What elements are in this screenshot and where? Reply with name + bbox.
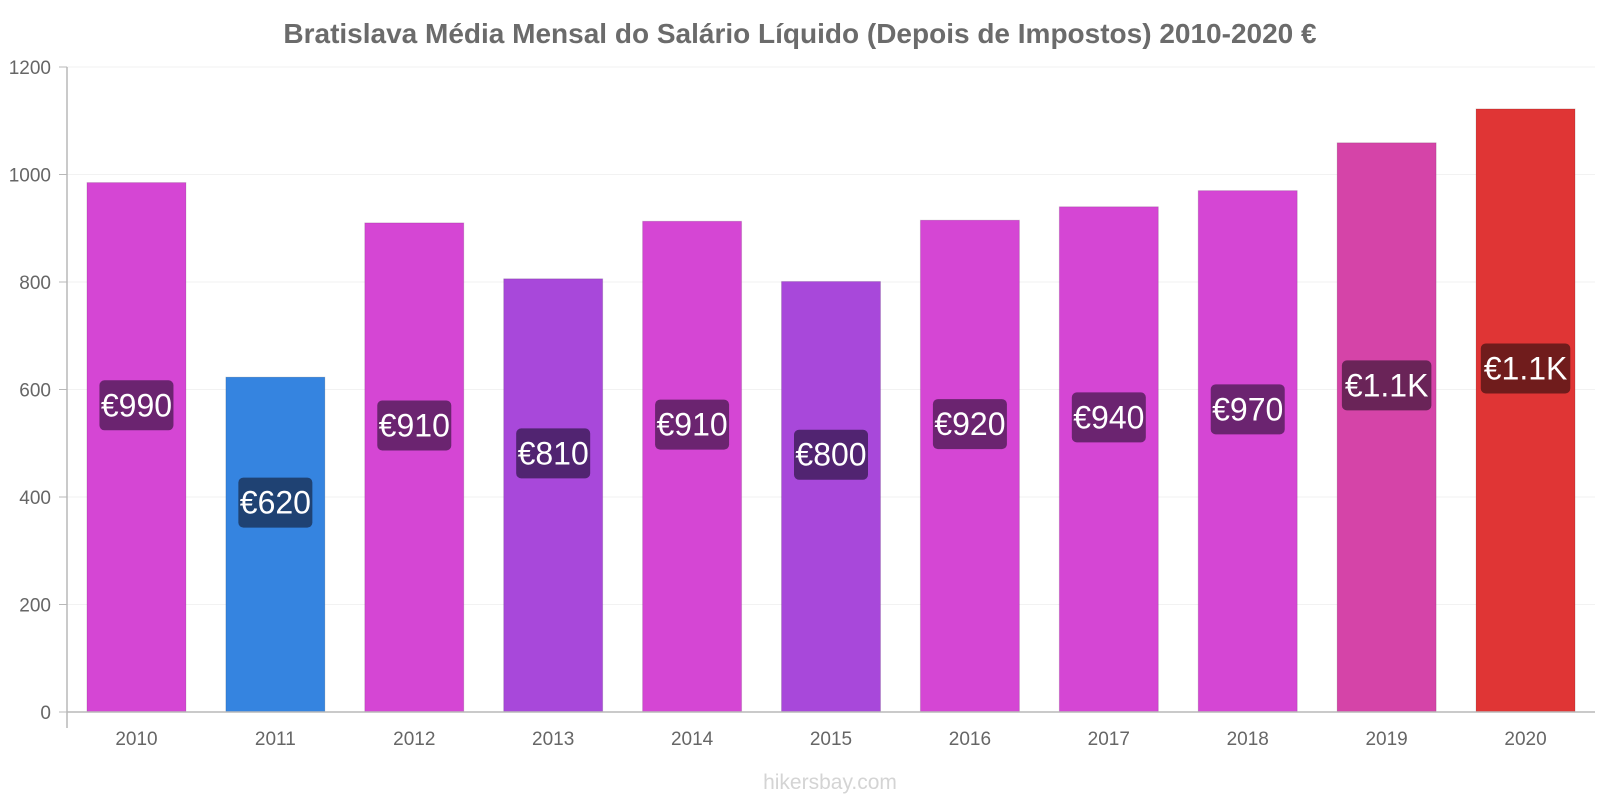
data-label-2016: €920	[932, 399, 1007, 450]
y-tick-label: 800	[19, 273, 51, 294]
bar-2019	[1336, 142, 1437, 713]
data-label-text: €920	[934, 406, 1005, 442]
x-tick-label: 2014	[671, 729, 714, 750]
bar-2015	[781, 280, 881, 713]
y-tick-label: 1000	[9, 166, 51, 187]
bar-2012	[364, 222, 465, 713]
x-tick-label: 2012	[393, 729, 435, 750]
x-tick-label: 2015	[810, 729, 852, 750]
y-tick-label: 0	[40, 703, 51, 724]
x-tick-label: 2017	[1088, 729, 1130, 750]
data-label-box	[377, 400, 452, 451]
data-label-box	[516, 428, 591, 479]
x-tick-label: 2010	[115, 729, 157, 750]
data-label-2012: €910	[377, 400, 452, 451]
data-label-2011: €620	[238, 477, 313, 528]
data-label-box	[1071, 392, 1146, 443]
data-label-2013: €810	[516, 428, 591, 479]
y-tick-label: 400	[19, 488, 51, 509]
data-label-2014: €910	[655, 399, 730, 450]
chart-title: Bratislava Média Mensal do Salário Líqui…	[283, 18, 1317, 49]
data-label-text: €810	[518, 435, 589, 471]
bars	[86, 108, 1576, 713]
data-label-box	[794, 429, 868, 480]
data-label-text: €620	[240, 485, 311, 521]
bar-2013	[503, 278, 604, 713]
data-label-text: €1.1K	[1484, 350, 1568, 386]
bar-2020	[1475, 108, 1576, 713]
data-label-text: €990	[101, 387, 172, 423]
data-label-box	[932, 399, 1007, 450]
x-tick-label: 2020	[1504, 729, 1546, 750]
bar-2017	[1058, 206, 1159, 713]
x-tick-label: 2016	[949, 729, 991, 750]
data-label-2010: €990	[99, 380, 174, 431]
data-label-2015: €800	[794, 429, 868, 480]
data-label-2020: €1.1K	[1480, 343, 1571, 394]
bar-2010	[86, 182, 187, 713]
data-label-box	[238, 477, 313, 528]
data-label-box	[1480, 343, 1571, 394]
data-label-text: €940	[1073, 399, 1144, 435]
x-tick-label: 2011	[255, 729, 296, 750]
data-labels: €990 €620 €910 €810 €910 €800 €920 €940 €970 €1.1…	[99, 343, 1571, 528]
data-label-text: €910	[379, 407, 450, 443]
y-tick-label: 200	[19, 596, 51, 617]
data-label-text: €970	[1212, 391, 1283, 427]
data-label-2019: €1.1K	[1341, 360, 1432, 411]
y-tick-label: 1200	[9, 58, 51, 79]
data-label-text: €1.1K	[1345, 367, 1429, 403]
bar-2011	[225, 376, 326, 713]
x-tick-label: 2019	[1365, 729, 1407, 750]
watermark: hikersbay.com	[763, 771, 897, 794]
bar-2016	[919, 219, 1020, 713]
data-label-box	[99, 380, 174, 431]
data-label-box	[655, 399, 730, 450]
data-label-box	[1341, 360, 1432, 411]
y-tick-label: 600	[19, 381, 51, 402]
data-label-text: €910	[656, 407, 727, 443]
x-tick-label: 2018	[1227, 729, 1269, 750]
data-label-text: €800	[795, 437, 866, 473]
axes: 0 200 400 600 800 1000 1200 2010 2011 2012 2013 201…	[9, 58, 1595, 750]
x-tick-label: 2013	[532, 729, 574, 750]
data-label-2017: €940	[1071, 392, 1146, 443]
bar-2018	[1197, 190, 1298, 713]
data-label-2018: €970	[1210, 384, 1285, 435]
bar-2014	[642, 220, 743, 713]
data-label-box	[1210, 384, 1285, 435]
